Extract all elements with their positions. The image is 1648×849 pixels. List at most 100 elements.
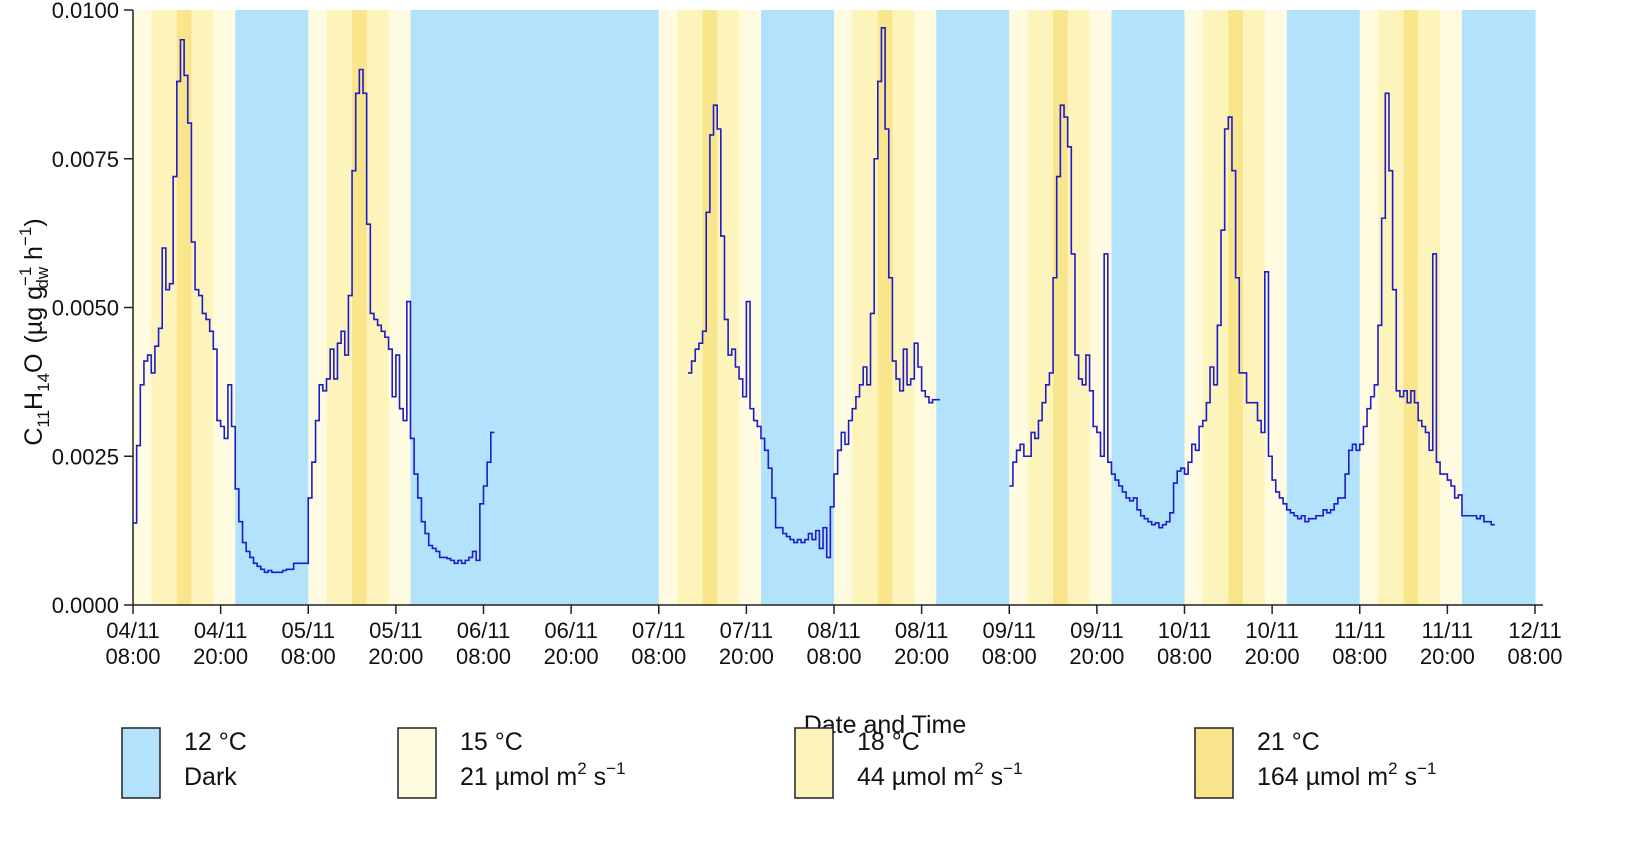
y-tick-label: 0.0000 <box>52 593 119 618</box>
x-tick-label-time: 20:00 <box>1069 644 1124 669</box>
period-band-21 <box>1403 10 1419 605</box>
x-tick-label-time: 08:00 <box>982 644 1037 669</box>
period-band-12 <box>483 10 503 605</box>
period-band-12 <box>235 10 309 605</box>
legend-swatch-12 <box>121 727 161 799</box>
legend-label-light: 164 µmol m2 s−1 <box>1257 759 1436 791</box>
legend-label-temp: 21 °C <box>1257 728 1320 756</box>
x-tick-label-time: 20:00 <box>193 644 248 669</box>
period-band-15 <box>1184 10 1204 605</box>
period-band-18 <box>366 10 390 605</box>
period-band-15 <box>388 10 412 605</box>
y-axis-title: C11H14O(µg g−1dw h−1) <box>16 218 53 445</box>
period-band-15 <box>213 10 236 605</box>
period-band-12 <box>1461 10 1536 605</box>
period-band-12 <box>410 10 485 605</box>
axes <box>124 9 1543 614</box>
period-band-21 <box>352 10 368 605</box>
period-band-18 <box>1202 10 1229 605</box>
x-tick-label-date: 12/11 <box>1508 618 1561 643</box>
x-tick-label-date: 04/11 <box>194 618 247 643</box>
x-tick-label-date: 06/11 <box>457 618 510 643</box>
period-band-12 <box>1286 10 1361 605</box>
x-tick-label-date: 11/11 <box>1421 618 1473 643</box>
legend-swatch-15 <box>397 727 437 799</box>
period-band-12 <box>936 10 1010 605</box>
period-band-15 <box>1089 10 1113 605</box>
period-band-18 <box>1027 10 1054 605</box>
period-band-15 <box>1359 10 1379 605</box>
period-band-18 <box>717 10 740 605</box>
x-tick-label-date: 05/11 <box>369 618 422 643</box>
x-tick-label-date: 08/11 <box>895 618 948 643</box>
period-band-12 <box>760 10 835 605</box>
period-band-15 <box>658 10 678 605</box>
period-band-21 <box>1053 10 1069 605</box>
period-band-15 <box>1009 10 1029 605</box>
x-tick-label-time: 20:00 <box>1245 644 1300 669</box>
x-tick-label-date: 10/11 <box>1245 618 1298 643</box>
period-band-12 <box>541 10 565 605</box>
x-tick-label-date: 07/11 <box>720 618 773 643</box>
x-tick-label-date: 11/11 <box>1334 618 1386 643</box>
period-band-12 <box>585 10 660 605</box>
legend-swatch-21 <box>1194 727 1234 799</box>
x-tick-label-date: 05/11 <box>282 618 335 643</box>
tick-labels: 0.00000.00250.00500.00750.010004/1108:00… <box>52 0 1563 669</box>
x-tick-label-date: 06/11 <box>544 618 597 643</box>
x-tick-label-date: 09/11 <box>1070 618 1123 643</box>
period-band-21 <box>1228 10 1244 605</box>
x-tick-label-date: 07/11 <box>632 618 685 643</box>
y-tick-label: 0.0075 <box>52 147 119 172</box>
legend-label-temp: 15 °C <box>460 728 523 756</box>
x-tick-label-time: 20:00 <box>894 644 949 669</box>
period-band-12 <box>1111 10 1186 605</box>
series-line-segment <box>687 27 940 559</box>
period-band-18 <box>677 10 704 605</box>
period-band-21 <box>702 10 718 605</box>
period-band-15 <box>834 10 853 605</box>
y-tick-label: 0.0100 <box>52 0 119 23</box>
x-tick-label-time: 08:00 <box>105 644 160 669</box>
y-tick-label: 0.0025 <box>52 444 119 469</box>
legend-label-light: 44 µmol m2 s−1 <box>857 759 1023 791</box>
legend-label-temp: 18 °C <box>857 728 920 756</box>
period-band-12 <box>501 10 528 605</box>
x-tick-label-date: 04/11 <box>106 618 159 643</box>
series-lines <box>133 27 1495 574</box>
x-tick-label-time: 08:00 <box>1507 644 1562 669</box>
x-tick-label-time: 08:00 <box>281 644 336 669</box>
background-periods <box>133 10 1536 605</box>
series-line-segment <box>133 38 495 574</box>
period-band-15 <box>133 10 152 605</box>
period-band-15 <box>1440 10 1463 605</box>
period-band-18 <box>892 10 915 605</box>
x-tick-label-time: 20:00 <box>368 644 423 669</box>
x-tick-label-date: 10/11 <box>1158 618 1211 643</box>
period-band-12 <box>563 10 587 605</box>
legend-label-light: 21 µmol m2 s−1 <box>460 759 626 791</box>
x-tick-label-time: 08:00 <box>631 644 686 669</box>
legend-label-light: Dark <box>184 763 237 791</box>
period-band-18 <box>1418 10 1441 605</box>
period-band-15 <box>308 10 328 605</box>
x-tick-label-time: 20:00 <box>1420 644 1475 669</box>
x-tick-label-time: 08:00 <box>1332 644 1387 669</box>
period-band-18 <box>1242 10 1266 605</box>
legend-swatch-18 <box>794 727 834 799</box>
x-tick-label-time: 20:00 <box>719 644 774 669</box>
period-band-18 <box>1067 10 1091 605</box>
x-tick-label-date: 09/11 <box>983 618 1036 643</box>
x-tick-label-time: 08:00 <box>456 644 511 669</box>
period-band-12 <box>527 10 543 605</box>
series-line-segment <box>1009 92 1495 529</box>
x-tick-label-time: 20:00 <box>544 644 599 669</box>
period-band-21 <box>176 10 193 605</box>
x-tick-label-time: 08:00 <box>1157 644 1212 669</box>
x-tick-label-date: 08/11 <box>807 618 860 643</box>
period-band-18 <box>151 10 178 605</box>
legend-label-temp: 12 °C <box>184 728 247 756</box>
y-tick-label: 0.0050 <box>52 296 119 321</box>
